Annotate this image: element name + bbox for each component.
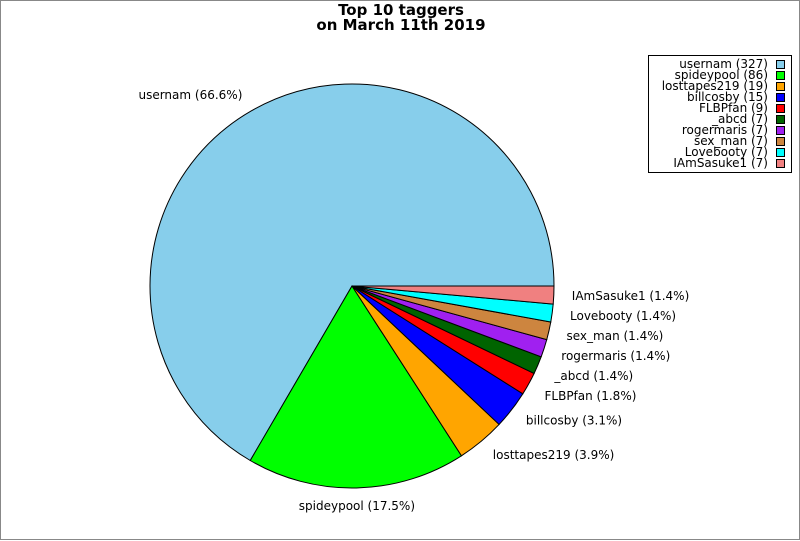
- slice-label-spideypool: spideypool (17.5%): [299, 499, 415, 513]
- legend-label: billcosby (15): [687, 90, 768, 104]
- legend-label: IAmSasuke1 (7): [673, 156, 768, 170]
- legend-label: sex_man (7): [694, 134, 768, 148]
- slice-label-iamsasuke1: IAmSasuke1 (1.4%): [572, 289, 689, 303]
- legend-label: FLBPfan (9): [698, 101, 768, 115]
- pie-slice-iamsasuke1: [351, 285, 555, 305]
- legend-item-usernam: usernam (327): [649, 57, 791, 71]
- legend-swatch: [776, 126, 785, 135]
- legend-item-iamsasuke1: IAmSasuke1 (7): [649, 156, 791, 170]
- legend-swatch: [776, 148, 785, 157]
- legend-swatch: [776, 137, 785, 146]
- pie-slice-spideypool: [249, 285, 463, 489]
- slice-label-abcd: _abcd (1.4%): [553, 369, 633, 383]
- chart-title: Top 10 taggers on March 11th 2019: [1, 3, 800, 33]
- legend-swatch: [776, 104, 785, 113]
- legend-item-lovebooty: Lovebooty (7): [649, 145, 791, 159]
- slice-label-losttapes219: losttapes219 (3.9%): [493, 448, 615, 462]
- legend-swatch: [776, 93, 785, 102]
- legend-item-abcd: _abcd (7): [649, 112, 791, 126]
- pie-slice-usernam: [149, 83, 555, 462]
- legend-swatch: [776, 82, 785, 91]
- legend-item-sex-man: sex_man (7): [649, 134, 791, 148]
- legend-swatch: [776, 71, 785, 80]
- legend-item-spideypool: spideypool (86): [649, 68, 791, 82]
- legend-label: rogermaris (7): [681, 123, 768, 137]
- chart-legend: usernam (327) spideypool (86) losttapes219…: [648, 55, 792, 173]
- legend-label: spideypool (86): [674, 68, 768, 82]
- legend-item-losttapes219: losttapes219 (19): [649, 79, 791, 93]
- legend-swatch: [776, 115, 785, 124]
- slice-label-billcosby: billcosby (3.1%): [526, 414, 622, 428]
- slice-label-lovebooty: Lovebooty (1.4%): [570, 309, 676, 323]
- legend-swatch: [776, 159, 785, 168]
- slice-label-usernam: usernam (66.6%): [138, 88, 242, 102]
- legend-label: usernam (327): [679, 57, 768, 71]
- chart-title-line-1: Top 10 taggers: [338, 1, 464, 19]
- slice-label-rogermaris: rogermaris (1.4%): [561, 349, 670, 363]
- slice-label-flbpfan: FLBPfan (1.8%): [545, 389, 637, 403]
- chart-title-line-2: on March 11th 2019: [316, 16, 486, 34]
- legend-item-rogermaris: rogermaris (7): [649, 123, 791, 137]
- legend-label: _abcd (7): [712, 112, 768, 126]
- legend-item-flbpfan: FLBPfan (9): [649, 101, 791, 115]
- legend-item-billcosby: billcosby (15): [649, 90, 791, 104]
- slice-label-sex-man: sex_man (1.4%): [567, 329, 664, 343]
- legend-swatch: [776, 60, 785, 69]
- legend-label: Lovebooty (7): [684, 145, 768, 159]
- legend-label: losttapes219 (19): [661, 79, 768, 93]
